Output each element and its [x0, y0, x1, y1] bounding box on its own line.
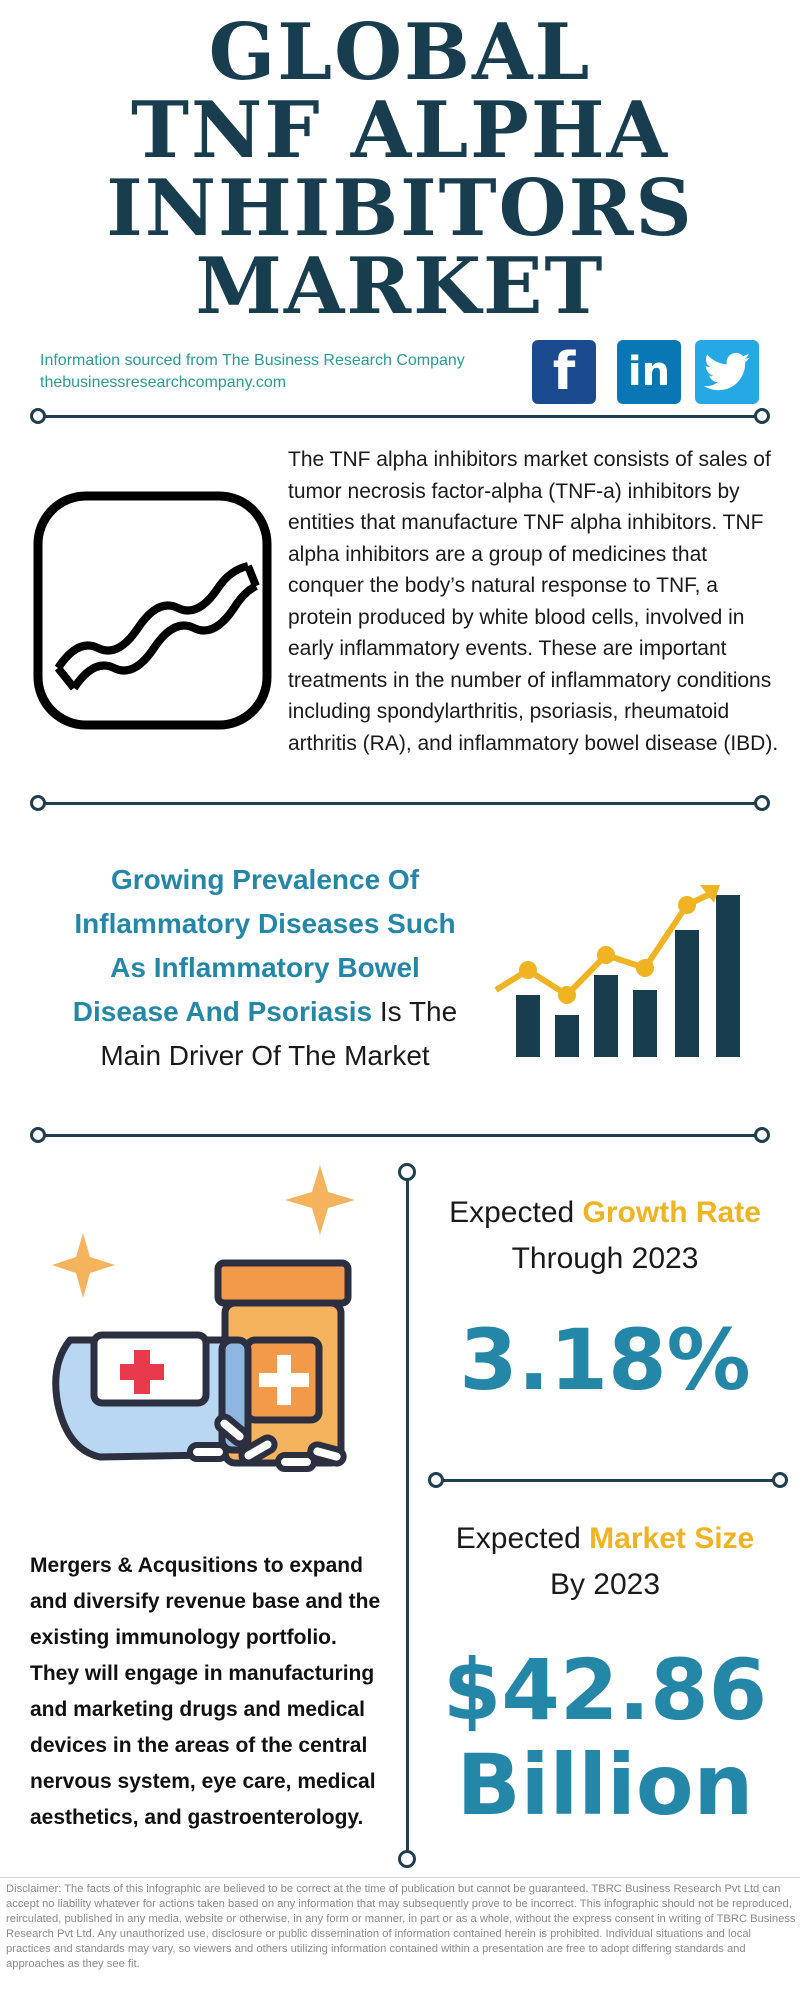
vertical-divider-bottom-dot: [398, 1850, 416, 1868]
pill-bottles-icon: [52, 1165, 355, 1472]
source-info: Information sourced from The Business Re…: [40, 350, 465, 394]
title-line: TNF ALPHA: [130, 85, 670, 176]
intro-paragraph: The TNF alpha inhibitors market consists…: [288, 448, 779, 755]
facebook-icon[interactable]: f: [532, 340, 596, 404]
market-driver: Growing Prevalence Of Inflammatory Disea…: [60, 858, 470, 1078]
title-line: MARKET: [195, 241, 605, 332]
market-size-label-highlight: Market Size: [589, 1522, 755, 1555]
sparkle-icon: [285, 1165, 355, 1235]
source-line: Information sourced from The Business Re…: [40, 352, 465, 369]
growth-chart-icon: [494, 885, 740, 1057]
section-divider: [30, 1127, 770, 1143]
growth-rate-value: 3.18%: [459, 1311, 751, 1409]
title-line: INHIBITORS: [106, 163, 694, 254]
section-divider: [30, 795, 770, 811]
market-size-unit: Billion: [456, 1736, 754, 1834]
dna-icon: [33, 491, 272, 730]
twitter-bird-icon: [704, 352, 750, 391]
growth-rate-label: Expected Growth Rate Through 2023: [420, 1190, 790, 1282]
sparkle-icon: [52, 1233, 115, 1298]
page-title: GLOBAL TNF ALPHA INHIBITORS MARKET: [0, 14, 800, 326]
market-size-value: $42.86: [442, 1641, 768, 1739]
stat-divider: [428, 1472, 788, 1488]
growth-label-pre: Expected: [449, 1196, 583, 1229]
source-url[interactable]: thebusinessresearchcompany.com: [40, 374, 287, 391]
mna-paragraph: Mergers & Acqusitions to expand and dive…: [30, 1554, 381, 1829]
linkedin-icon[interactable]: in: [617, 340, 681, 404]
driver-text: Is The: [372, 996, 458, 1027]
market-size-label-line2: By 2023: [549, 1568, 661, 1601]
linkedin-glyph: in: [627, 349, 671, 395]
section-divider: [30, 408, 770, 424]
market-size-label: Expected Market Size By 2023: [420, 1516, 790, 1608]
twitter-icon[interactable]: [695, 340, 759, 404]
driver-highlight: Growing Prevalence Of Inflammatory Disea…: [72, 864, 456, 1027]
title-line: GLOBAL: [208, 7, 592, 98]
driver-text-line2: Main Driver Of The Market: [100, 1040, 430, 1071]
facebook-glyph: f: [552, 342, 576, 402]
growth-label-line2: Through 2023: [511, 1242, 699, 1275]
market-size-label-pre: Expected: [455, 1522, 590, 1555]
vertical-divider-top-dot: [398, 1163, 416, 1181]
disclaimer-rule: [0, 1877, 800, 1878]
growth-label-highlight: Growth Rate: [582, 1196, 761, 1229]
disclaimer: Disclaimer: The facts of this infographi…: [6, 1883, 796, 1970]
vertical-divider: [406, 1170, 409, 1850]
